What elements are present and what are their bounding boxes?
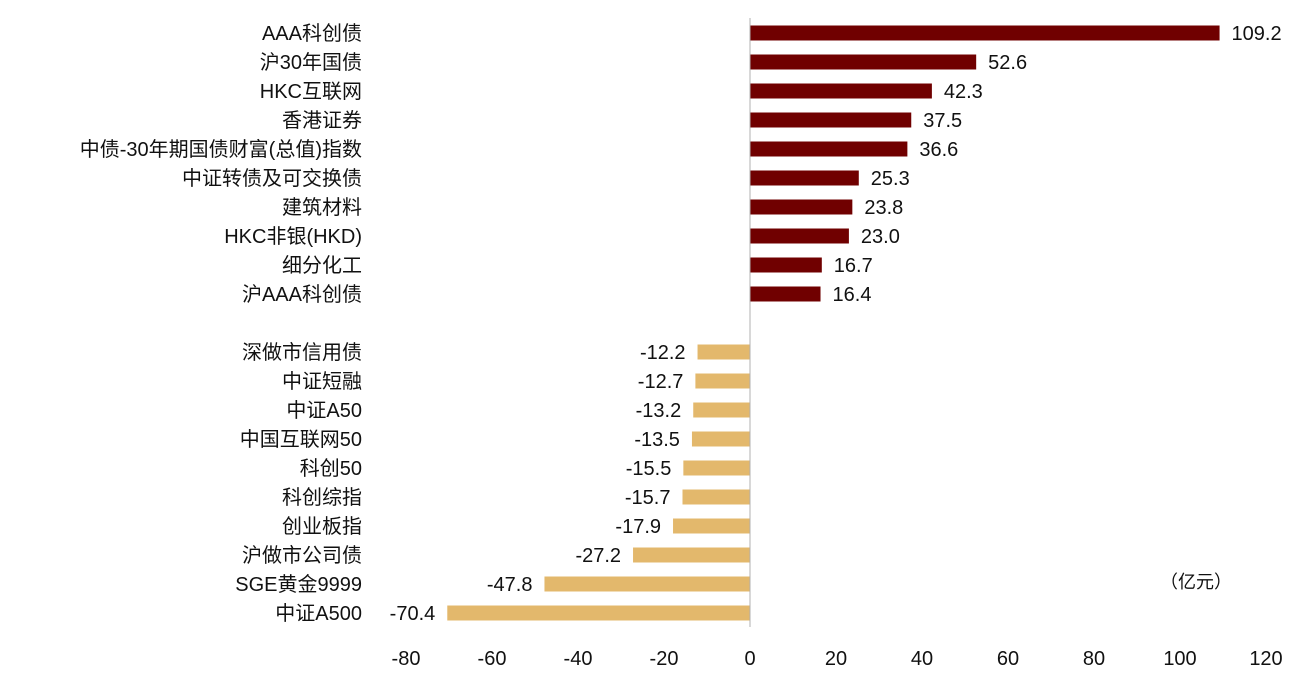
category-label: 沪AAA科创债	[242, 283, 362, 306]
bar	[695, 373, 750, 389]
bar	[673, 518, 750, 534]
bar	[750, 25, 1220, 41]
data-label: -17.9	[615, 516, 661, 538]
bar	[750, 170, 859, 186]
unit-label: （亿元）	[1160, 572, 1232, 592]
data-label: -47.8	[487, 574, 533, 596]
category-label: 中证转债及可交换债	[182, 167, 362, 190]
data-label: -15.5	[626, 458, 672, 480]
bar	[697, 344, 750, 360]
bar	[447, 605, 750, 621]
data-label: -13.2	[636, 400, 682, 422]
category-label: 创业板指	[282, 515, 362, 538]
bar	[750, 228, 849, 244]
category-label: 香港证券	[282, 109, 362, 132]
category-label: HKC互联网	[260, 80, 362, 103]
category-label: 中证A50	[286, 399, 362, 422]
x-tick-label: 40	[911, 648, 933, 670]
bar	[633, 547, 750, 563]
x-axis-ticks: -80 -60 -40 -20 0 20 40 60 80 100 120	[392, 648, 1283, 670]
x-tick-label: -40	[564, 648, 593, 670]
category-label: 深做市信用债	[242, 341, 362, 364]
data-label: -13.5	[634, 429, 680, 451]
x-tick-label: 100	[1163, 648, 1196, 670]
category-label: 科创50	[300, 457, 362, 480]
bar	[750, 257, 822, 273]
x-tick-label: 0	[744, 648, 755, 670]
category-label: 沪30年国债	[260, 51, 362, 74]
category-label: HKC非银(HKD)	[224, 225, 362, 248]
category-label: 中证短融	[282, 370, 362, 393]
bars-layer	[447, 25, 1220, 621]
data-label: 23.8	[864, 197, 903, 219]
bar	[750, 141, 908, 157]
data-label: 109.2	[1232, 23, 1282, 45]
bar	[683, 460, 750, 476]
data-label: -12.2	[640, 342, 686, 364]
bar	[544, 576, 750, 592]
data-label: 42.3	[944, 81, 983, 103]
x-tick-label: -80	[392, 648, 421, 670]
bar	[750, 112, 912, 128]
bar	[750, 54, 977, 70]
category-label: 中债-30年期国债财富(总值)指数	[80, 138, 362, 161]
x-tick-label: 120	[1249, 648, 1282, 670]
data-label: 16.7	[834, 255, 873, 277]
bar	[691, 431, 750, 447]
category-label: 科创综指	[282, 486, 362, 509]
bar	[693, 402, 750, 418]
data-label: 36.6	[919, 139, 958, 161]
category-label: 沪做市公司债	[242, 544, 362, 567]
data-label: -12.7	[638, 371, 684, 393]
category-label: SGE黄金9999	[235, 573, 362, 596]
category-label: 建筑材料	[282, 196, 362, 219]
x-tick-label: -20	[650, 648, 679, 670]
category-label: AAA科创债	[262, 22, 362, 45]
data-label: 23.0	[861, 226, 900, 248]
data-label: 52.6	[988, 52, 1027, 74]
category-label: 细分化工	[282, 254, 362, 277]
bar	[682, 489, 750, 505]
data-label: -27.2	[575, 545, 621, 567]
x-tick-label: 60	[997, 648, 1019, 670]
bar	[750, 286, 821, 302]
data-label: 16.4	[833, 284, 872, 306]
bar	[750, 199, 853, 215]
data-label: 37.5	[923, 110, 962, 132]
data-label: -70.4	[390, 603, 436, 625]
category-label: 中证A500	[275, 602, 362, 625]
labels-layer: AAA科创债 109.2 沪30年国债 52.6 HKC互联网 42.3 香港证券 37.5 中…	[80, 22, 1282, 625]
category-label: 中国互联网50	[240, 428, 362, 451]
x-tick-label: 80	[1083, 648, 1105, 670]
x-tick-label: -60	[478, 648, 507, 670]
data-label: -15.7	[625, 487, 671, 509]
x-tick-label: 20	[825, 648, 847, 670]
bar	[750, 83, 932, 99]
data-label: 25.3	[871, 168, 910, 190]
